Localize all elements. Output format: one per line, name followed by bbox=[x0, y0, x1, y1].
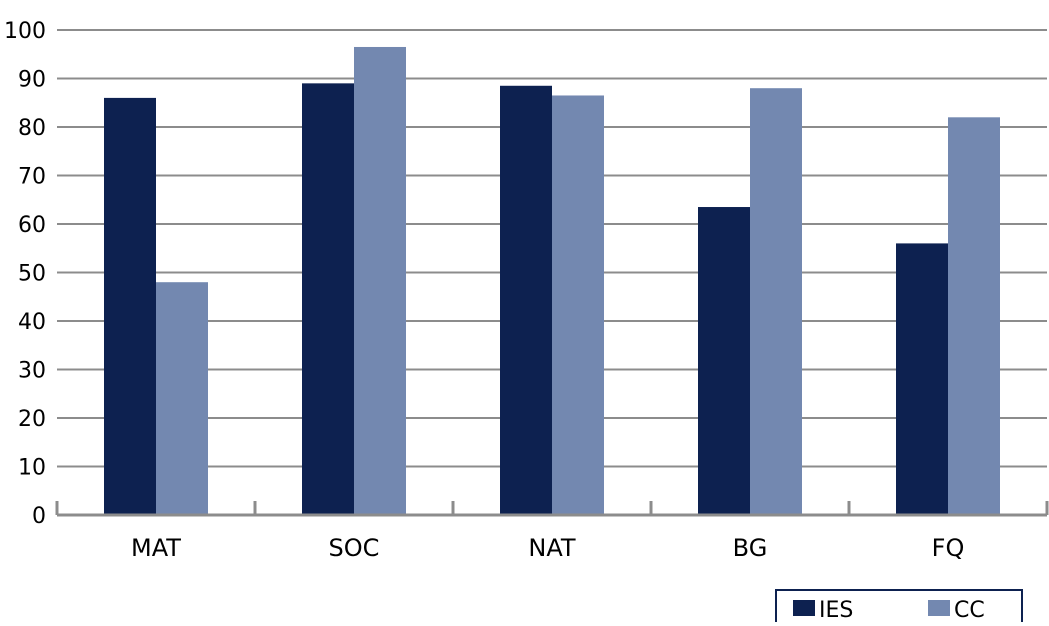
y-tick-label: 20 bbox=[18, 407, 46, 432]
x-category-label: NAT bbox=[528, 534, 576, 562]
bar-cc-soc bbox=[354, 46, 406, 515]
x-category-label: BG bbox=[733, 534, 768, 562]
y-tick-label: 100 bbox=[4, 19, 46, 44]
legend-swatch-cc bbox=[928, 600, 950, 616]
y-tick-label: 10 bbox=[18, 456, 46, 481]
bar-ies-nat bbox=[500, 85, 552, 516]
y-tick-label: 80 bbox=[18, 116, 46, 141]
x-axis bbox=[55, 501, 1049, 517]
y-tick-label: 70 bbox=[18, 165, 46, 190]
bar-cc-mat bbox=[156, 282, 208, 515]
legend: IES CC bbox=[775, 589, 1023, 626]
y-tick-label: 30 bbox=[18, 359, 46, 384]
bar-ies-fq bbox=[896, 243, 948, 515]
bar-ies-soc bbox=[302, 83, 354, 515]
legend-label-cc: CC bbox=[954, 598, 985, 622]
bar-ies-bg bbox=[698, 207, 750, 515]
bar-cc-fq bbox=[948, 117, 1000, 516]
x-category-label: FQ bbox=[932, 534, 965, 562]
legend-swatch-ies bbox=[793, 600, 815, 616]
bar-ies-mat bbox=[104, 97, 156, 516]
legend-label-ies: IES bbox=[819, 598, 853, 622]
bars bbox=[104, 46, 1000, 516]
y-tick-label: 60 bbox=[18, 213, 46, 238]
x-category-label: SOC bbox=[329, 534, 380, 562]
bar-cc-bg bbox=[750, 88, 802, 515]
x-axis-category-labels: MAT SOC NAT BG FQ bbox=[131, 534, 964, 562]
x-category-label: MAT bbox=[131, 534, 181, 562]
y-tick-label: 40 bbox=[18, 310, 46, 335]
legend-box bbox=[775, 589, 1023, 626]
bar-cc-nat bbox=[552, 95, 604, 515]
y-axis-tick-labels: 0 10 20 30 40 50 60 70 80 90 100 bbox=[4, 19, 46, 529]
y-tick-label: 90 bbox=[18, 68, 46, 93]
y-tick-label: 0 bbox=[32, 504, 46, 529]
y-tick-label: 50 bbox=[18, 262, 46, 287]
